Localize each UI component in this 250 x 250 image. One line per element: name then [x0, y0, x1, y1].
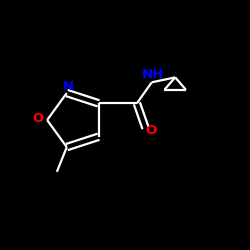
Text: O: O [145, 124, 156, 137]
Text: NH: NH [142, 68, 164, 82]
Text: N: N [62, 80, 74, 92]
Text: O: O [32, 112, 43, 125]
